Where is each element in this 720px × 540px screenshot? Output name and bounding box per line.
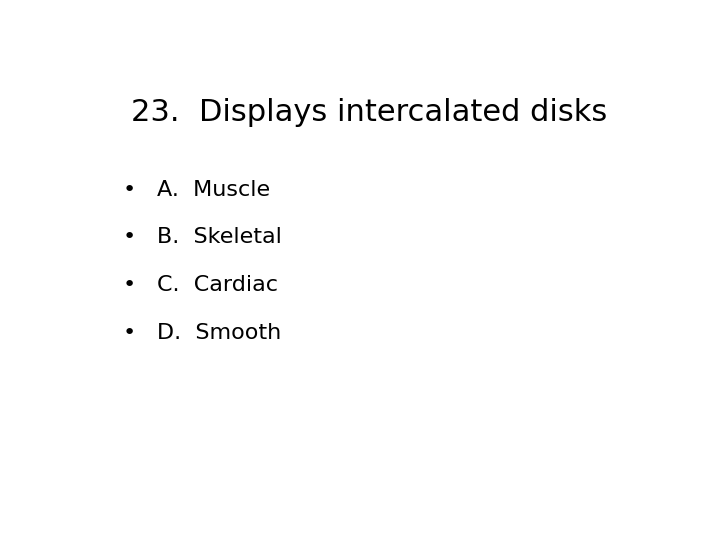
Text: A.  Muscle: A. Muscle	[157, 179, 270, 200]
Text: •: •	[122, 227, 135, 247]
Text: D.  Smooth: D. Smooth	[157, 323, 282, 343]
Text: •: •	[122, 323, 135, 343]
Text: 23.  Displays intercalated disks: 23. Displays intercalated disks	[131, 98, 607, 127]
Text: •: •	[122, 275, 135, 295]
Text: •: •	[122, 179, 135, 200]
Text: C.  Cardiac: C. Cardiac	[157, 275, 278, 295]
Text: B.  Skeletal: B. Skeletal	[157, 227, 282, 247]
